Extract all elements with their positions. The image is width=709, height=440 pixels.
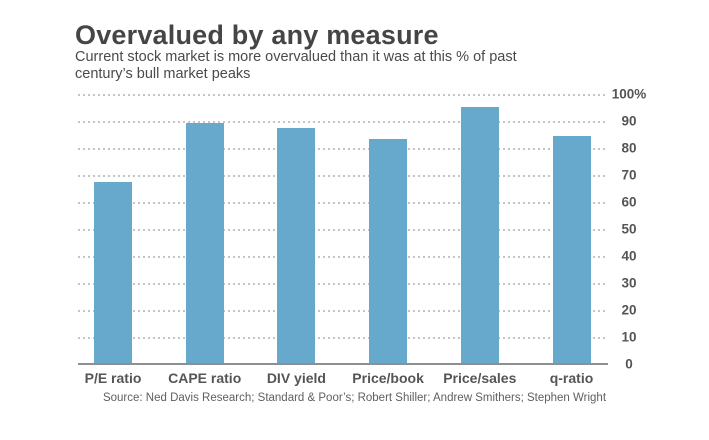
gridline [78, 229, 608, 231]
bar-Price/sales [460, 106, 499, 363]
x-axis-label: q-ratio [549, 370, 594, 386]
bar-CAPE ratio [185, 122, 224, 363]
bar-chart-plot-area [78, 94, 608, 365]
bar-P/E ratio [94, 182, 132, 363]
gridline [78, 148, 608, 150]
bar-q-ratio [552, 136, 591, 363]
y-axis-label: 100% [611, 86, 647, 102]
y-axis-label: 20 [621, 302, 637, 318]
y-axis-label: 90 [621, 113, 637, 129]
y-axis-label: 30 [621, 275, 637, 291]
y-axis-label: 0 [625, 356, 633, 372]
chart-title: Overvalued by any measure [75, 20, 439, 50]
bar-DIV yield [277, 128, 316, 363]
chart-subtitle: Current stock market is more overvalued … [75, 49, 517, 83]
y-axis-label: 70 [621, 167, 637, 183]
x-axis-label: P/E ratio [84, 370, 142, 386]
gridline [78, 310, 608, 312]
x-axis-label: DIV yield [266, 370, 326, 386]
x-axis-line [78, 363, 608, 365]
x-axis-label: Price/sales [443, 370, 517, 386]
source-attribution: Source: Ned Davis Research; Standard & P… [102, 392, 607, 404]
gridline [78, 202, 608, 204]
gridline [78, 94, 608, 96]
gridline [78, 283, 608, 285]
x-axis-label: CAPE ratio [168, 370, 242, 386]
gridline [78, 337, 608, 339]
y-axis-label: 60 [621, 194, 637, 210]
gridline [78, 256, 608, 258]
chart-subtitle-line-1: Current stock market is more overvalued … [75, 49, 517, 65]
y-axis-label: 50 [621, 221, 637, 237]
chart-subtitle-line-2: century’s bull market peaks [75, 66, 251, 82]
x-axis-label: Price/book [352, 370, 424, 386]
gridline [78, 121, 608, 123]
y-axis-label: 40 [621, 248, 637, 264]
y-axis-label: 80 [621, 140, 637, 156]
bar-Price/book [369, 138, 408, 363]
y-axis-label: 10 [621, 329, 637, 345]
gridline [78, 175, 608, 177]
